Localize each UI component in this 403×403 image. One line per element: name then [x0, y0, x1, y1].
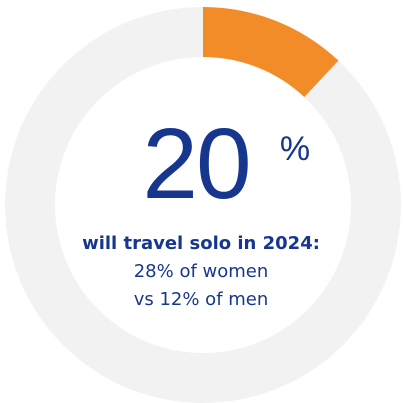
- caption-line: vs 12% of men: [134, 289, 269, 310]
- headline-unit: %: [280, 130, 310, 168]
- caption-line: 28% of women: [134, 261, 269, 282]
- headline-value: 20: [142, 108, 249, 220]
- donut-segment: [203, 7, 339, 98]
- caption-bold: will travel solo in 2024:: [82, 233, 320, 254]
- donut: [4, 7, 401, 403]
